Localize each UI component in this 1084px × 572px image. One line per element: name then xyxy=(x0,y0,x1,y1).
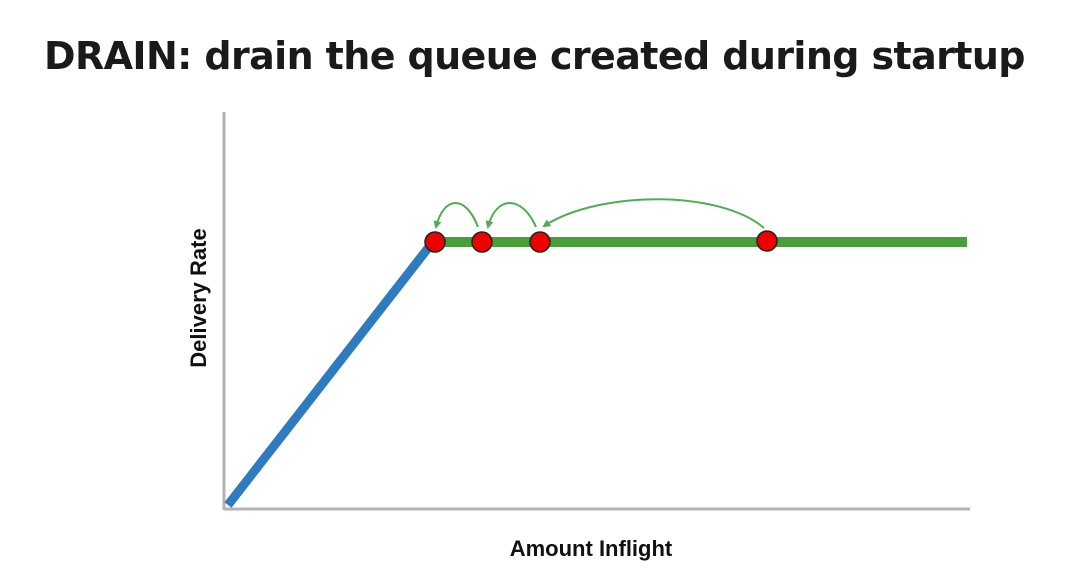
operating-point-1 xyxy=(424,231,446,253)
y-axis-label: Delivery Rate xyxy=(186,228,211,367)
operating-point-3 xyxy=(529,231,551,253)
slide-title: DRAIN: drain the queue created during st… xyxy=(44,34,1026,78)
drain-arrow-middle xyxy=(485,202,537,229)
drain-arrow-short xyxy=(433,202,479,229)
operating-point-2 xyxy=(471,231,493,253)
operating-point-4 xyxy=(756,230,778,252)
startup-ramp-line xyxy=(224,240,436,508)
x-axis-label: Amount Inflight xyxy=(510,536,673,561)
drain-arrow-long xyxy=(542,198,765,229)
